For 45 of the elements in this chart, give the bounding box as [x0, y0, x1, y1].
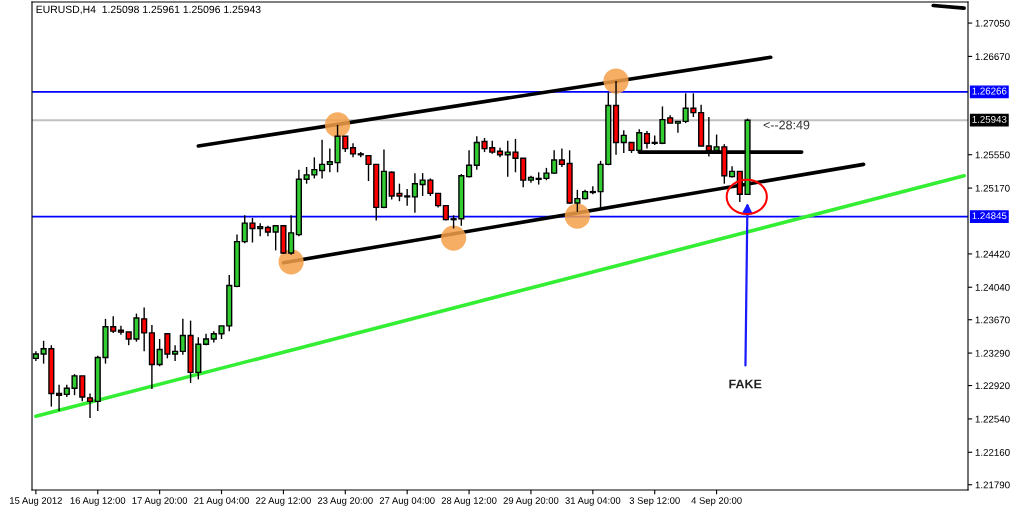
point — [564, 203, 590, 229]
ref-line-label: 1.26266 — [972, 87, 1007, 95]
candlestick — [86, 392, 94, 419]
x-tick-label: 17 Aug 20:00 — [132, 497, 188, 506]
annotation: FAKE — [729, 379, 762, 389]
y-tick-label: 1.22160 — [975, 448, 1010, 456]
x-tick-label: 22 Aug 12:00 — [256, 497, 311, 506]
y-tick-label: 1.25170 — [975, 184, 1010, 192]
candlestick — [674, 120, 682, 134]
y-tick-label: 1.22920 — [975, 382, 1010, 390]
point — [324, 112, 351, 138]
x-tick-label: 3 Sep 12:00 — [629, 497, 680, 506]
y-tick-label: 1.24420 — [975, 250, 1010, 258]
candlestick — [55, 383, 63, 412]
candlestick — [288, 214, 295, 256]
annotation: <--28:49 — [763, 120, 810, 130]
point — [603, 68, 629, 94]
y-tick-label: 1.26670 — [975, 53, 1010, 61]
y-tick-label: 1.21790 — [975, 481, 1010, 489]
x-tick-label: 4 Sep 20:00 — [691, 497, 742, 506]
y-tick-label: 1.24040 — [975, 283, 1010, 291]
y-tick-label: 1.23290 — [975, 349, 1010, 357]
x-tick-label: 28 Aug 12:00 — [441, 497, 497, 506]
ref-line-label: 1.24845 — [972, 212, 1007, 220]
ref-line-label: 1.25943 — [972, 115, 1007, 123]
y-tick-label: 1.25550 — [975, 151, 1010, 159]
candlestick — [465, 149, 473, 179]
x-tick-label: 27 Aug 04:00 — [379, 497, 435, 506]
point — [278, 249, 304, 275]
candlestick — [172, 344, 179, 362]
candlestick — [117, 325, 125, 336]
candlestick — [318, 139, 326, 180]
x-tick-label: 21 Aug 04:00 — [194, 497, 249, 506]
x-tick-label: 23 Aug 20:00 — [317, 497, 373, 506]
point — [440, 225, 467, 251]
x-tick-label: 31 Aug 04:00 — [565, 497, 621, 506]
x-tick-label: 29 Aug 20:00 — [503, 497, 559, 506]
y-tick-label: 1.23670 — [975, 316, 1010, 324]
x-tick-label: 15 Aug 2012 — [10, 497, 62, 506]
y-tick-label: 1.27050 — [975, 19, 1010, 27]
x-tick-label: 16 Aug 12:00 — [70, 497, 126, 506]
candlestick — [558, 147, 565, 168]
y-tick-label: 1.22540 — [975, 415, 1010, 423]
chart-title: EURUSD,H4 1.25098 1.25961 1.25096 1.25943 — [36, 5, 261, 15]
candlestick — [411, 172, 419, 214]
